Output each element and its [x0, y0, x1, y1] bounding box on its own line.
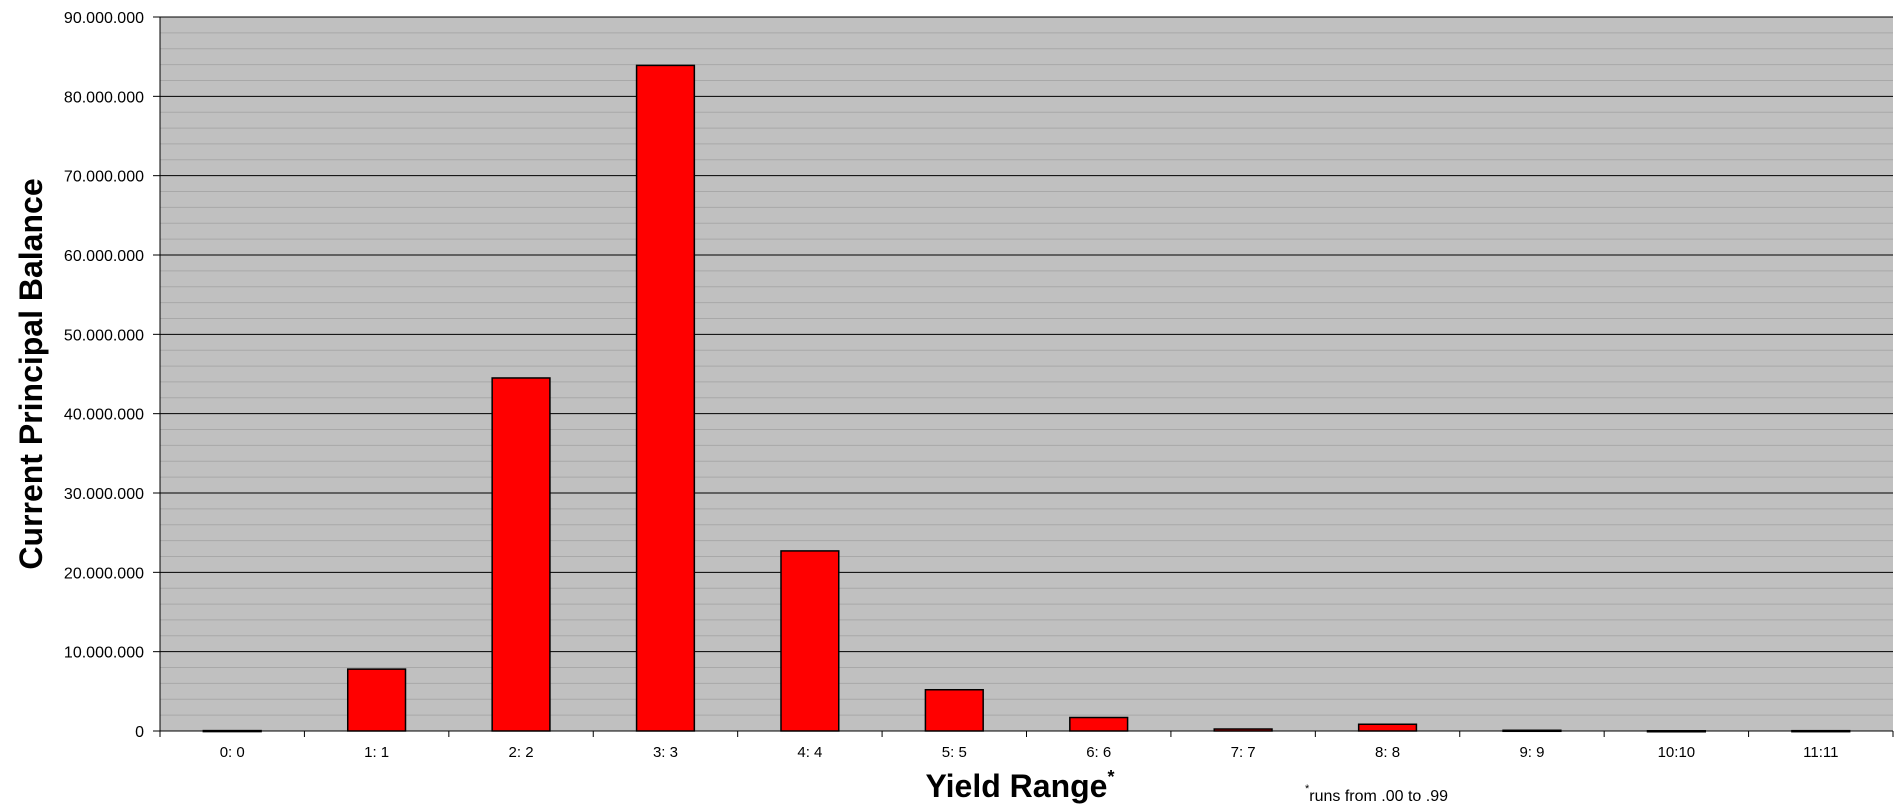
x-tick-label: 0: 0: [220, 744, 245, 761]
x-tick-label: 1: 1: [364, 744, 389, 761]
x-axis-title: Yield Range*: [926, 767, 1115, 804]
bar-2: [491, 377, 551, 732]
x-tick-label: 2: 2: [509, 744, 534, 761]
y-tick-label: 60.000.000: [64, 248, 144, 265]
y-axis-title: Current Principal Balance: [13, 178, 49, 569]
footnote-text: runs from .00 to .99: [1309, 788, 1448, 805]
footnote: *runs from .00 to .99: [1305, 783, 1448, 805]
x-tick-label: 11:11: [1803, 744, 1838, 761]
y-tick-label: 0: [135, 724, 144, 741]
y-tick-label: 10.000.000: [64, 645, 144, 662]
y-tick-label: 90.000.000: [64, 10, 144, 27]
x-tick-label: 9: 9: [1519, 744, 1544, 761]
x-tick-label: 7: 7: [1231, 744, 1256, 761]
bar-6: [1069, 716, 1129, 732]
x-tick-label: 5: 5: [942, 744, 967, 761]
x-tick-label: 4: 4: [797, 744, 822, 761]
y-axis-ticks: 0 10.000.000 20.000.000 30.000.000 40.000.00…: [64, 10, 160, 741]
bar-1: [346, 668, 407, 732]
y-tick-label: 70.000.000: [64, 169, 144, 186]
x-tick-label: 3: 3: [653, 744, 678, 761]
y-tick-label: 50.000.000: [64, 327, 144, 344]
bar-3: [635, 64, 696, 732]
x-tick-label: 10:10: [1658, 744, 1696, 761]
bar-5: [924, 688, 984, 732]
bar-4: [780, 550, 840, 732]
bar-8: [1357, 723, 1418, 732]
x-tick-label: 8: 8: [1375, 744, 1400, 761]
x-axis-ticks: 0: 0 1: 1 2: 2 3: 3 4: 4 5: 5 6: 6 7: 7 8: 8 9: 9…: [159, 731, 1894, 761]
x-axis-title-marker: *: [1107, 767, 1114, 787]
y-tick-label: 30.000.000: [64, 486, 144, 503]
minor-gridlines: [160, 32, 1893, 716]
plot-area: [160, 17, 1893, 731]
x-axis-title-text: Yield Range: [926, 768, 1108, 804]
y-tick-label: 80.000.000: [64, 89, 144, 106]
x-tick-label: 6: 6: [1086, 744, 1111, 761]
footnote-marker: *: [1305, 783, 1310, 795]
bars: [202, 64, 1851, 733]
y-tick-label: 20.000.000: [64, 565, 144, 582]
y-tick-label: 40.000.000: [64, 407, 144, 424]
